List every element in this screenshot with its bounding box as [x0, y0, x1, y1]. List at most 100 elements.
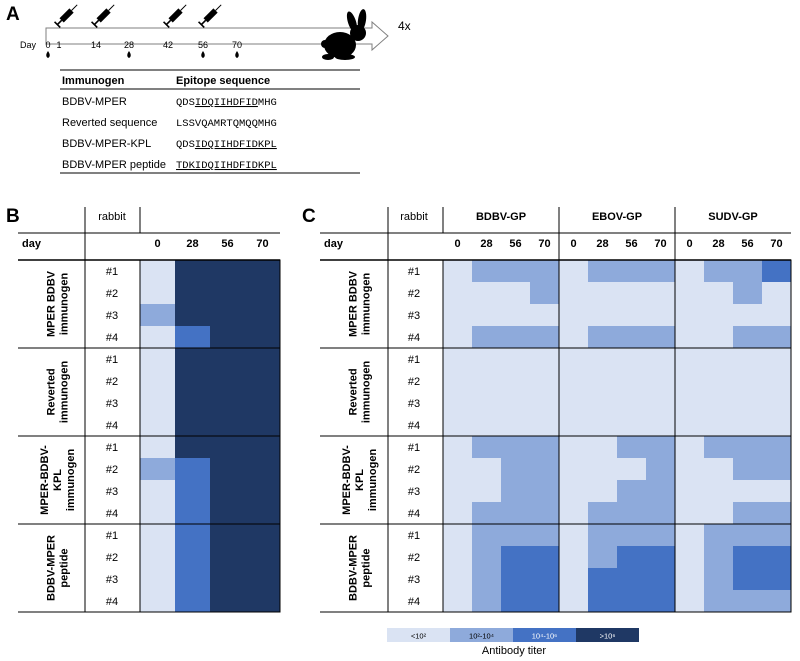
- heatmap-cell: [675, 304, 705, 327]
- heatmap-cell: [646, 458, 676, 481]
- heatmap-cell: [501, 458, 531, 481]
- heatmap-cell: [733, 524, 763, 547]
- heatmap-cell: [443, 326, 473, 349]
- heatmap-cell: [530, 524, 560, 547]
- heatmap-cell: [443, 436, 473, 459]
- epitope-sequence: QDSIDQIIHDFIDMHG: [176, 97, 277, 109]
- group-label-line: immunogen: [59, 273, 71, 336]
- heatmap-cell: [762, 436, 792, 459]
- heatmap-cell: [472, 414, 502, 437]
- heatmap-cell: [501, 304, 531, 327]
- heatmap-cell: [443, 370, 473, 393]
- heatmap-cell: [210, 546, 246, 569]
- heatmap-cell: [588, 392, 618, 415]
- rabbit-label: #3: [408, 486, 420, 498]
- heatmap-cell: [559, 590, 589, 613]
- panel-label-a: A: [6, 4, 20, 25]
- syringe-plunger-head: [53, 21, 61, 29]
- heatmap-cell: [210, 436, 246, 459]
- heatmap-cell: [762, 260, 792, 283]
- heatmap-cell: [559, 392, 589, 415]
- heatmap-b-day-header: day: [22, 238, 42, 250]
- heatmap-cell: [530, 392, 560, 415]
- heatmap-cell: [245, 282, 281, 305]
- heatmap-cell: [733, 590, 763, 613]
- timeline-day-56: 56: [198, 40, 208, 50]
- group-label-line: Reverted: [46, 368, 58, 415]
- heatmap-c-day-tick: 56: [741, 238, 753, 250]
- heatmap-cell: [733, 326, 763, 349]
- heatmap-cell: [588, 480, 618, 503]
- rabbit-label: #1: [408, 266, 420, 278]
- heatmap-cell: [588, 436, 618, 459]
- rabbit-label: #4: [106, 332, 118, 344]
- heatmap-cell: [704, 370, 734, 393]
- heatmap-cell: [733, 414, 763, 437]
- heatmap-cell: [704, 568, 734, 591]
- heatmap-cell: [675, 546, 705, 569]
- group-label-line: MPER BDBV: [46, 270, 58, 337]
- heatmap-cell: [472, 458, 502, 481]
- heatmap-b-rabbit-header: rabbit: [98, 211, 126, 223]
- heatmap-cell: [530, 304, 560, 327]
- heatmap-cell: [762, 502, 792, 525]
- heatmap-cell: [245, 370, 281, 393]
- group-label-line: immunogen: [361, 361, 373, 424]
- heatmap-cell: [443, 260, 473, 283]
- heatmap-cell: [733, 480, 763, 503]
- heatmap-cell: [245, 260, 281, 283]
- heatmap-cell: [617, 304, 647, 327]
- heatmap-cell: [245, 414, 281, 437]
- heatmap-cell: [762, 304, 792, 327]
- heatmap-b-day-tick: 28: [186, 238, 198, 250]
- heatmap-cell: [530, 348, 560, 371]
- heatmap-cell: [617, 502, 647, 525]
- heatmap-cell: [675, 502, 705, 525]
- heatmap-cell: [588, 458, 618, 481]
- heatmap-c-day-tick: 70: [770, 238, 782, 250]
- group-label: BDBV-MPERpeptide: [46, 535, 71, 601]
- heatmap-cell: [175, 304, 211, 327]
- heatmap-cell: [704, 260, 734, 283]
- immunogen-header: Immunogen: [62, 75, 125, 87]
- heatmap-cell: [646, 546, 676, 569]
- heatmap-cell: [762, 392, 792, 415]
- syringe-plunger-head: [90, 21, 98, 29]
- heatmap-cell: [762, 546, 792, 569]
- heatmap-cell: [762, 370, 792, 393]
- heatmap-cell: [472, 480, 502, 503]
- heatmap-cell: [733, 370, 763, 393]
- heatmap-cell: [210, 348, 246, 371]
- heatmap-cell: [617, 568, 647, 591]
- heatmap-cell: [530, 480, 560, 503]
- heatmap-cell: [617, 414, 647, 437]
- group-label: Revertedimmunogen: [348, 361, 373, 424]
- heatmap-cell: [617, 326, 647, 349]
- immunogen-name: BDBV-MPER peptide: [62, 159, 166, 171]
- heatmap-cell: [559, 370, 589, 393]
- heatmap-cell: [140, 568, 176, 591]
- heatmap-cell: [245, 392, 281, 415]
- immunogen-table: Immunogen Epitope sequence BDBV-MPER QDSI…: [60, 69, 360, 174]
- syringe-needle: [180, 4, 187, 11]
- heatmap-cell: [443, 524, 473, 547]
- heatmap-cell: [443, 282, 473, 305]
- syringe-needle: [71, 4, 78, 11]
- heatmap-cell: [559, 524, 589, 547]
- epitope-sequence: TDKIDQIIHDFIDKPL: [176, 160, 277, 172]
- heatmap-c-day-tick: 70: [654, 238, 666, 250]
- heatmap-cell: [530, 414, 560, 437]
- group-label-line: immunogen: [361, 273, 373, 336]
- heatmap-cell: [704, 436, 734, 459]
- heatmap-cell: [501, 590, 531, 613]
- heatmap-cell: [245, 458, 281, 481]
- epitope-underlined: IDQIIHDFIDKPL: [195, 139, 277, 151]
- heatmap-cell: [472, 370, 502, 393]
- blood-drop-icon: [46, 51, 50, 58]
- heatmap-c-day-tick: 28: [596, 238, 608, 250]
- heatmap-cell: [443, 590, 473, 613]
- immunogen-name: BDBV-MPER: [62, 96, 127, 108]
- group-label: MPER-BDBV-KPLimmunogen: [341, 445, 379, 515]
- heatmap-cell: [175, 436, 211, 459]
